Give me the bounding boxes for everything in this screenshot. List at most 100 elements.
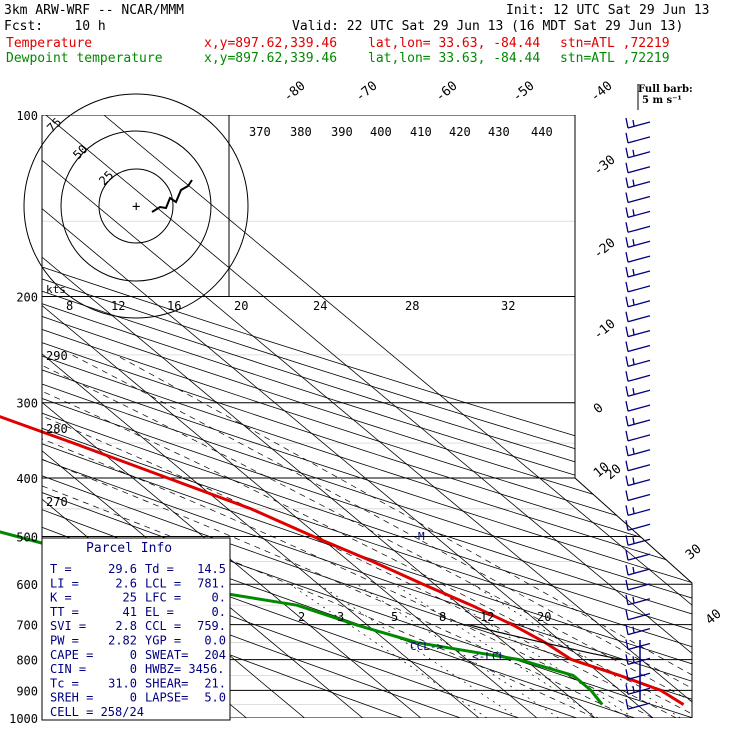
wind-barb-flag	[625, 624, 629, 635]
model-title: 3km ARW-WRF -- NCAR/MMM	[4, 3, 185, 18]
parcel-key: SVI =	[50, 619, 86, 633]
hodo-speed-label: 28	[405, 299, 419, 313]
parcel-row: SVI = 2.8 CCL = 759.	[50, 619, 226, 633]
wind-barb-flag	[625, 564, 629, 576]
parcel-row: CAPE = 0 SWEAT= 204	[50, 648, 226, 662]
parcel-row: K = 25 LFC = 0.	[50, 591, 226, 605]
dry-adiabat	[42, 115, 692, 718]
theta-label: 410	[410, 125, 432, 139]
parcel-value: 29.6	[108, 562, 137, 576]
isotherm-label: -80	[281, 78, 309, 105]
dry-adiabat	[42, 115, 692, 718]
wind-barb-flag	[625, 549, 629, 561]
wind-barb-flag	[625, 192, 629, 203]
wind-barb-flag	[625, 251, 629, 263]
wind-barb	[627, 240, 651, 248]
legend-temperature: Temperature	[6, 36, 93, 51]
wind-barb	[627, 687, 651, 695]
wind-barb	[627, 329, 651, 338]
isotherm	[42, 115, 654, 718]
hodo-ring-label: 50	[70, 142, 90, 162]
wind-barb-flag	[625, 266, 629, 278]
moist-adiabat	[115, 354, 692, 718]
valid-time: Valid: 22 UTC Sat 29 Jun 13 (16 MDT Sat …	[292, 19, 684, 34]
pressure-label-700: 700	[16, 619, 38, 633]
wind-barb	[627, 166, 651, 174]
hodo-speed-label: 24	[313, 299, 327, 313]
parcel-key: Tc =	[50, 676, 79, 690]
wind-barb	[627, 657, 651, 666]
wind-barb-flag	[625, 609, 629, 620]
wind-barb-half	[632, 328, 635, 335]
hodo-ring	[23, 93, 249, 319]
isotherm-label: -60	[433, 78, 461, 105]
parcel-value: 759.	[197, 619, 226, 633]
isotherm-label: 40	[703, 607, 725, 629]
parcel-value: 14.5	[197, 562, 226, 576]
moist-adiabat	[71, 354, 692, 718]
pressure-label-1000: 1000	[9, 712, 38, 726]
wind-barb	[627, 613, 651, 621]
parcel-value: 781.	[197, 576, 226, 590]
wind-barb	[627, 180, 651, 189]
wind-barb-flag	[625, 356, 629, 367]
wind-barb-half	[632, 566, 635, 574]
isotherm	[42, 115, 422, 718]
isotherm-label: -70	[353, 78, 381, 105]
wind-barb-flag	[625, 669, 629, 680]
parcel-key: T =	[50, 562, 72, 576]
parcel-path	[467, 624, 622, 661]
theta-label: 280	[46, 422, 68, 436]
wind-barbs	[625, 84, 651, 710]
parcel-row: SREH = 0 LAPSE= 5.0	[50, 691, 226, 705]
wind-barb-half	[632, 388, 635, 395]
parcel-row: Tc = 31.0 SHEAR= 21.	[50, 676, 226, 690]
wind-barb-half	[632, 268, 635, 276]
isotherm-label: -10	[591, 316, 619, 343]
lcl-label: <-LCL	[472, 650, 505, 663]
wind-barb-half	[632, 477, 635, 484]
wind-barb-flag	[625, 490, 629, 501]
mixing-ratio-label: 20	[537, 610, 551, 624]
parcel-value: 5.0	[204, 691, 226, 705]
wind-barb-flag	[625, 281, 629, 293]
wind-barb-flag	[625, 147, 629, 158]
parcel-key: CIN =	[50, 662, 86, 676]
m-marker: M	[418, 530, 425, 543]
parcel-row: TT = 41 EL = 0.	[50, 605, 226, 619]
dry-adiabat	[42, 115, 692, 718]
station-id: stn=ATL ,72219	[560, 36, 670, 51]
parcel-key: YGP =	[145, 634, 181, 648]
dewpoint-line	[0, 530, 604, 706]
parcel-key: CCL =	[145, 619, 181, 633]
theta-label: 420	[449, 125, 471, 139]
parcel-key: SWEAT=	[145, 648, 188, 662]
parcel-value: 0	[130, 691, 137, 705]
parcel-row: CELL = 258/24	[50, 705, 144, 719]
dry-adiabat	[42, 115, 692, 718]
pressure-label-200: 200	[16, 291, 38, 305]
parcel-value: 0.0	[204, 634, 226, 648]
init-time: Init: 12 UTC Sat 29 Jun 13	[506, 3, 710, 18]
theta-label: 370	[249, 125, 271, 139]
wind-barb-half	[632, 626, 635, 633]
isotherm	[42, 115, 363, 718]
theta-label: 400	[370, 125, 392, 139]
parcel-key: TT =	[50, 605, 79, 619]
isotherm-label: -30	[591, 152, 619, 179]
wind-barb	[627, 642, 651, 651]
mixing-ratio-label: 5	[391, 610, 398, 624]
isotherm-label: 0	[591, 401, 607, 418]
wind-barb	[627, 523, 651, 531]
hodo-speed-label: 12	[111, 299, 125, 313]
parcel-value: 2.82	[108, 634, 137, 648]
wind-barb-flag	[625, 535, 629, 546]
hodo-center: +	[132, 199, 140, 215]
parcel-key: LI =	[50, 576, 79, 590]
parcel-key: HWBZ= 3456.	[145, 662, 224, 676]
wind-barb	[627, 121, 651, 129]
wind-barb	[627, 478, 651, 487]
parcel-key: LFC =	[145, 591, 181, 605]
wind-barb	[627, 300, 651, 308]
wind-barb	[627, 419, 651, 427]
